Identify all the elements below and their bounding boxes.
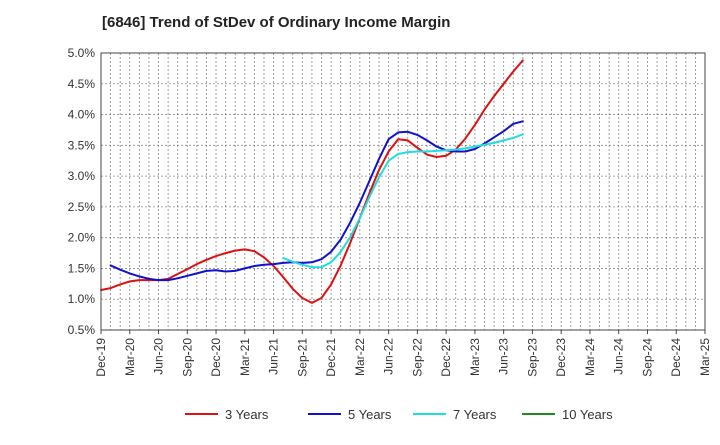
chart-title: [6846] Trend of StDev of Ordinary Income… [102, 14, 451, 31]
x-tick-label: Dec-22 [439, 338, 453, 377]
x-tick-label: Dec-23 [554, 338, 568, 377]
y-tick-label: 4.0% [68, 108, 96, 122]
x-tick-label: Sep-23 [525, 338, 539, 377]
x-tick-label: Dec-19 [94, 338, 108, 377]
y-axis: 0.5% 1.0% 1.5% 2.0% 2.5% 3.0% 3.5% 4.0% 4.5% 5.0% [68, 46, 96, 337]
y-tick-label: 1.5% [68, 261, 96, 275]
legend-label-10-years: 10 Years [562, 407, 613, 422]
legend-label-5-years: 5 Years [348, 407, 392, 422]
y-tick-label: 3.0% [68, 169, 96, 183]
y-tick-label: 2.0% [68, 231, 96, 245]
y-tick-label: 3.5% [68, 138, 96, 152]
x-tick-label: Mar-24 [583, 338, 597, 376]
x-tick-label: Sep-24 [640, 338, 654, 377]
x-tick-label: Mar-20 [123, 338, 137, 376]
grid [101, 53, 705, 330]
series-lines [100, 59, 524, 304]
x-tick-label: Mar-25 [698, 338, 712, 376]
x-tick-label: Dec-20 [209, 338, 223, 377]
x-tick-label: Mar-22 [353, 338, 367, 376]
x-tick-label: Sep-22 [410, 338, 424, 377]
x-tick-label: Dec-21 [324, 338, 338, 377]
x-tick-label: Jun-23 [497, 338, 511, 375]
legend: 3 Years 5 Years 7 Years 10 Years [185, 407, 613, 422]
y-tick-label: 0.5% [68, 323, 96, 337]
x-tick-label: Dec-24 [669, 338, 683, 377]
plot-frame [100, 52, 706, 331]
x-tick-label: Jun-22 [382, 338, 396, 375]
y-tick-label: 2.5% [68, 200, 96, 214]
x-axis: Dec-19 Mar-20 Jun-20 Sep-20 Dec-20 Mar-21 Jun-… [94, 330, 712, 377]
x-tick-label: Jun-20 [152, 338, 166, 375]
y-tick-label: 5.0% [68, 46, 96, 60]
x-tick-label: Mar-21 [238, 338, 252, 376]
legend-label-3-years: 3 Years [225, 407, 269, 422]
y-tick-label: 1.0% [68, 292, 96, 306]
x-tick-label: Mar-23 [468, 338, 482, 376]
x-tick-label: Jun-24 [612, 338, 626, 375]
y-tick-label: 4.5% [68, 77, 96, 91]
series-line-5-years [109, 120, 524, 282]
legend-label-7-years: 7 Years [453, 407, 497, 422]
x-tick-label: Sep-21 [295, 338, 309, 377]
series-line-7-years [282, 133, 524, 269]
x-tick-label: Sep-20 [180, 338, 194, 377]
x-tick-label: Jun-21 [267, 338, 281, 375]
